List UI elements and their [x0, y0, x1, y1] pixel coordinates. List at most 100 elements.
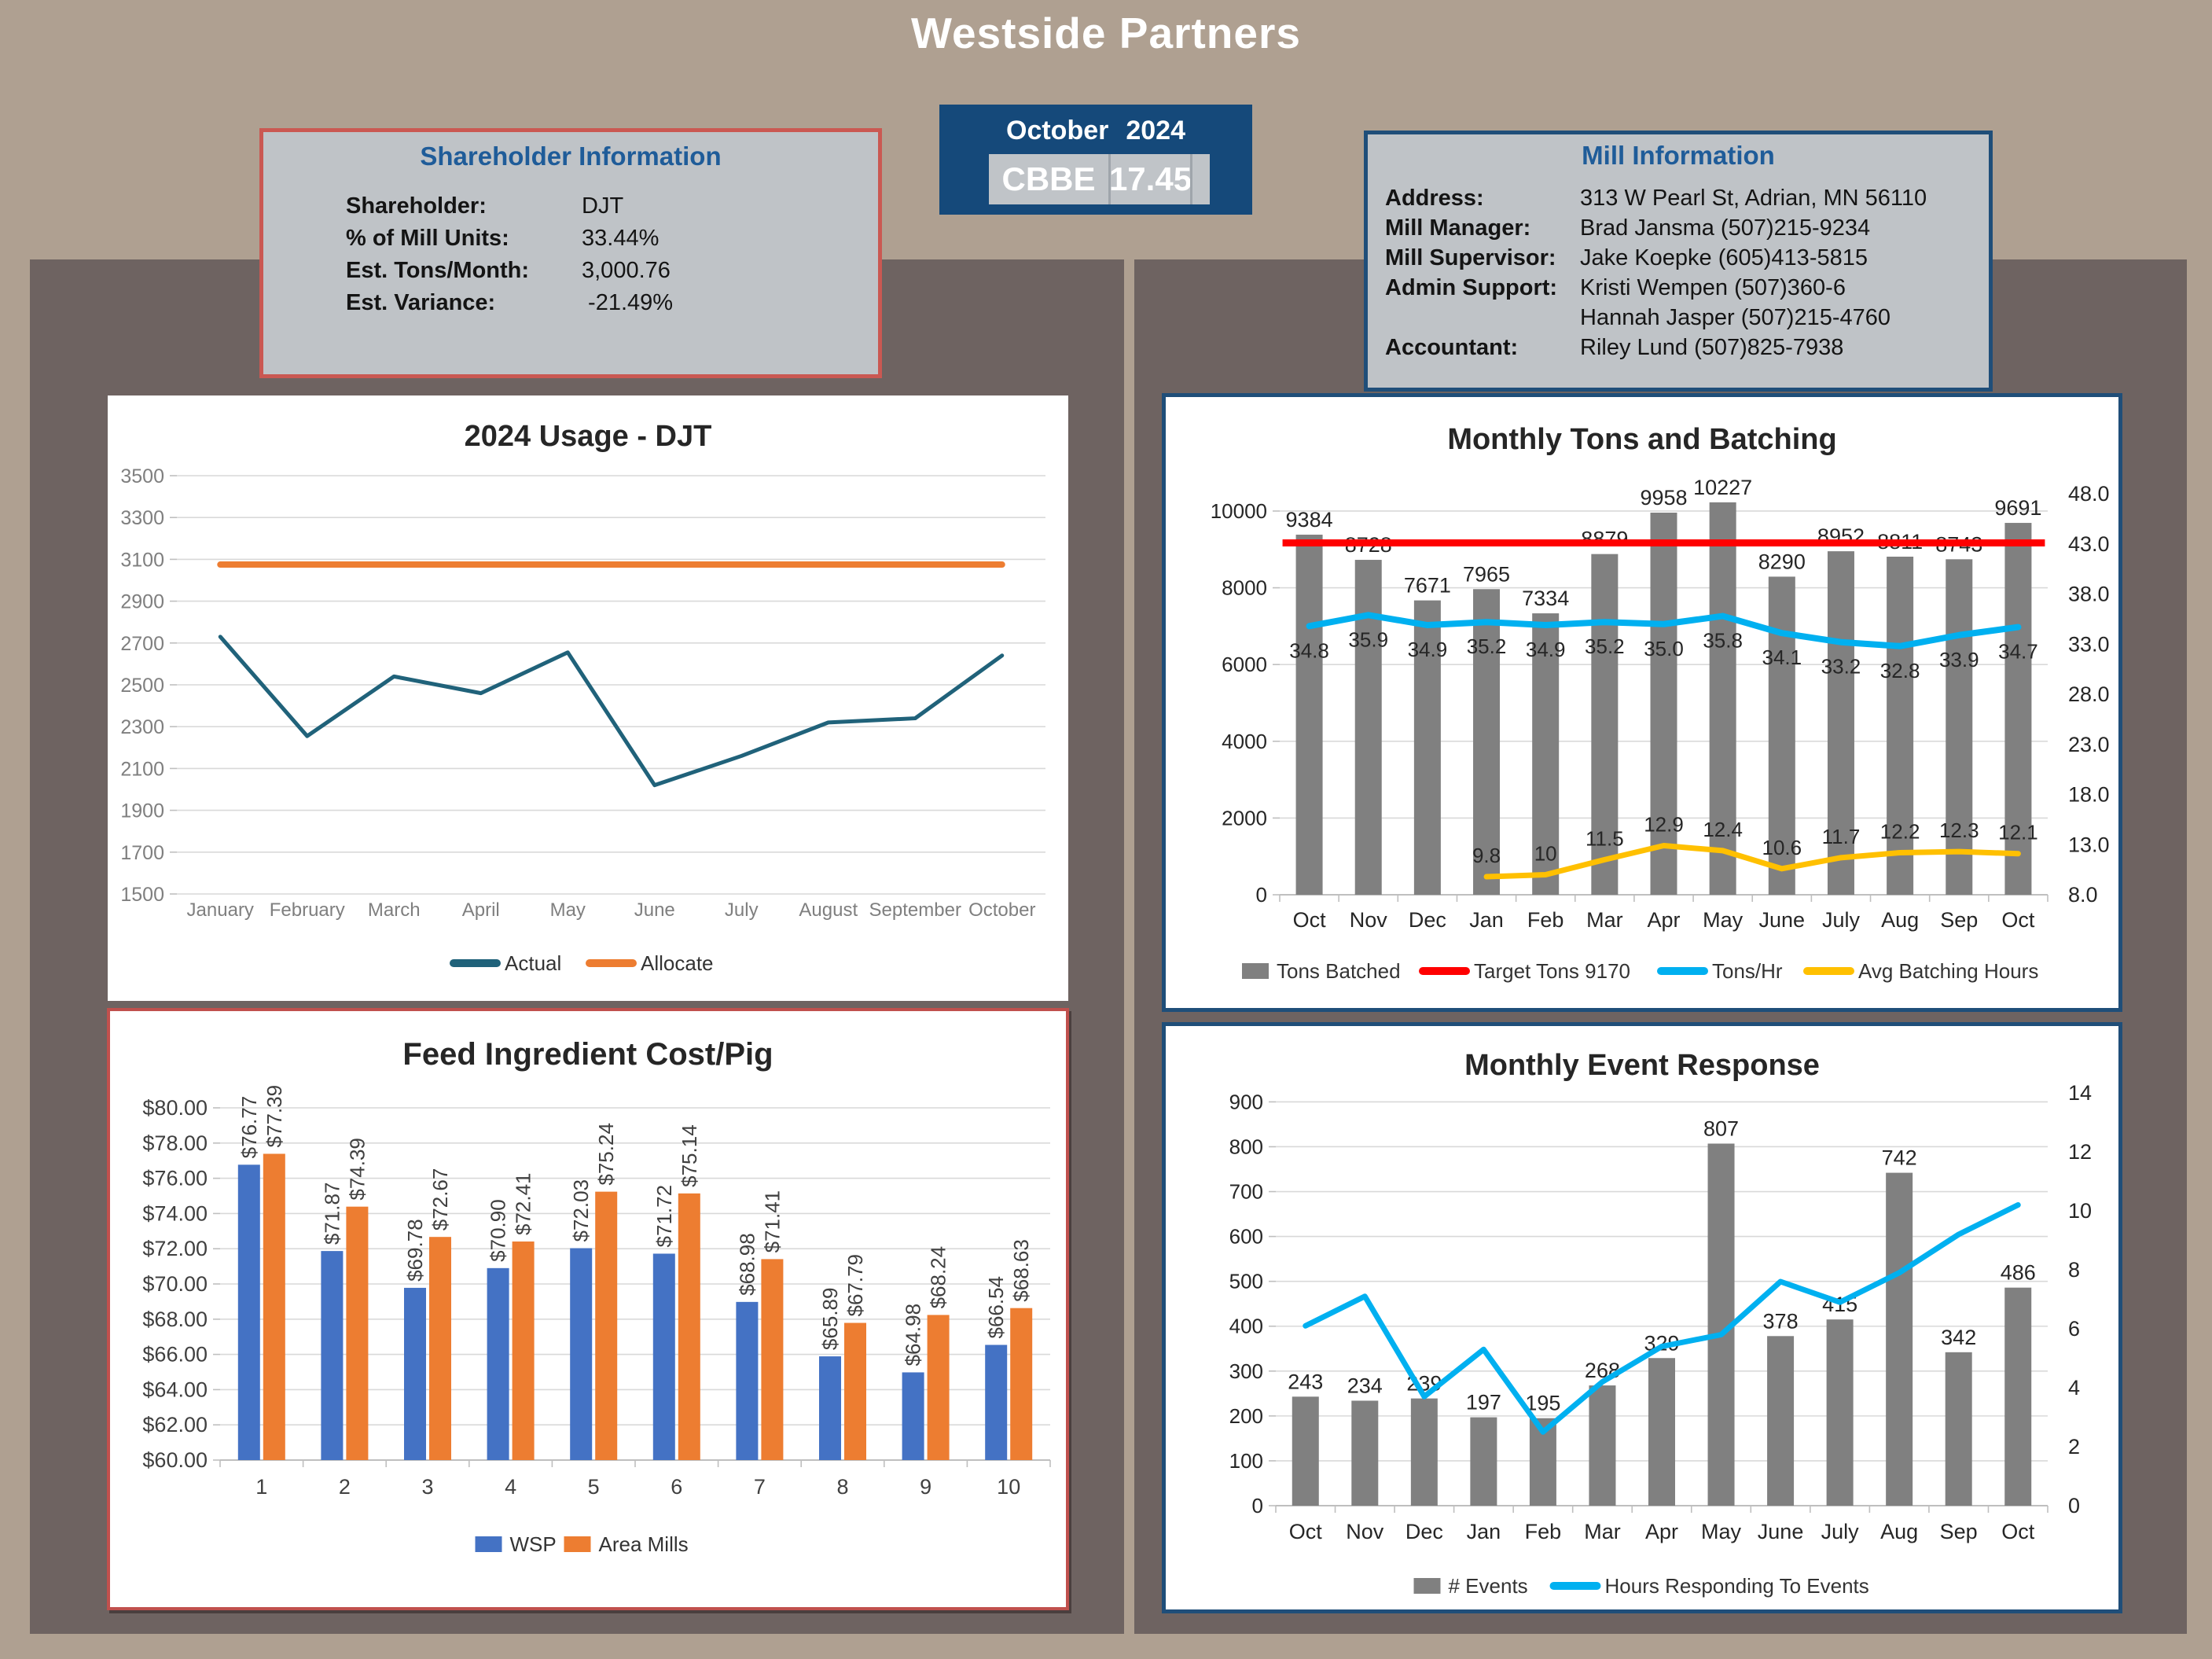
svg-text:5: 5 [588, 1475, 600, 1499]
svg-text:$75.24: $75.24 [594, 1123, 618, 1186]
svg-text:# Events: # Events [1449, 1574, 1528, 1598]
svg-text:11.5: 11.5 [1586, 826, 1624, 850]
svg-text:Mar: Mar [1586, 908, 1623, 932]
svg-text:10.6: 10.6 [1762, 836, 1802, 859]
period-title: October 2024 [939, 116, 1252, 146]
svg-text:7671: 7671 [1404, 574, 1451, 598]
svg-text:Sep: Sep [1940, 1520, 1978, 1543]
usage-chart-svg: 2024 Usage - DJT 1500 1700 1900 2100 2300 2500… [120, 420, 1045, 975]
mill-info-rows: Address: 313 W Pearl St, Adrian, MN 56110… [1368, 183, 1989, 362]
svg-text:3100: 3100 [120, 549, 164, 571]
svg-text:$60.00: $60.00 [142, 1448, 208, 1472]
svg-text:$68.00: $68.00 [142, 1308, 208, 1331]
shareholder-info-title: Shareholder Information [420, 142, 722, 171]
svg-text:Tons/Hr: Tons/Hr [1712, 959, 1783, 983]
svg-text:1500: 1500 [120, 884, 164, 906]
svg-text:$68.63: $68.63 [1009, 1239, 1033, 1302]
svg-text:35.9: 35.9 [1348, 627, 1388, 651]
svg-text:1700: 1700 [120, 842, 164, 864]
mill-info-title: Mill Information [1582, 141, 1775, 170]
svg-text:2700: 2700 [120, 633, 164, 655]
svg-text:1900: 1900 [120, 800, 164, 822]
svg-text:34.1: 34.1 [1762, 646, 1802, 669]
tons-batching-chart-card: Monthly Tons and Batching 0 2000 4000 6000 80… [1162, 393, 2122, 1012]
svg-text:34.9: 34.9 [1526, 638, 1566, 661]
mill-row: Admin Support: Kristi Wempen (507)360-6 [1385, 273, 1989, 303]
svg-text:June: June [1758, 1520, 1804, 1543]
svg-text:January: January [187, 899, 254, 921]
row-value: -21.49% [582, 290, 674, 315]
svg-text:300: 300 [1229, 1359, 1263, 1383]
svg-text:September: September [869, 899, 961, 921]
svg-text:$68.98: $68.98 [735, 1233, 759, 1296]
svg-text:6: 6 [2068, 1317, 2080, 1341]
svg-text:Dec: Dec [1409, 908, 1446, 932]
svg-text:8: 8 [2068, 1258, 2080, 1282]
svg-text:October: October [968, 899, 1035, 921]
svg-text:28.0: 28.0 [2068, 682, 2110, 706]
svg-text:12.9: 12.9 [1644, 813, 1684, 837]
svg-text:7334: 7334 [1522, 587, 1569, 610]
svg-text:$72.41: $72.41 [512, 1172, 535, 1235]
row-label: Est. Variance: [346, 290, 496, 315]
row-value: 313 W Pearl St, Adrian, MN 56110 [1580, 186, 1927, 211]
row-value: DJT [582, 193, 624, 219]
svg-text:$76.77: $76.77 [237, 1096, 261, 1159]
svg-text:48.0: 48.0 [2068, 482, 2110, 506]
svg-text:8879: 8879 [1581, 528, 1628, 551]
svg-text:Apr: Apr [1647, 908, 1680, 932]
svg-text:July: July [725, 899, 759, 921]
svg-text:12.3: 12.3 [1939, 818, 1979, 842]
svg-text:$74.00: $74.00 [142, 1201, 208, 1225]
svg-text:1: 1 [255, 1475, 267, 1499]
svg-text:23.0: 23.0 [2068, 733, 2110, 756]
svg-text:$62.00: $62.00 [142, 1413, 208, 1436]
svg-text:4: 4 [505, 1475, 516, 1499]
svg-text:Oct: Oct [1293, 908, 1327, 932]
svg-text:2: 2 [339, 1475, 351, 1499]
period-blank-cell [1190, 154, 1210, 204]
svg-text:Avg Batching Hours: Avg Batching Hours [1858, 959, 2038, 983]
svg-text:Sep: Sep [1940, 908, 1978, 932]
period-year: 2024 [1126, 116, 1185, 145]
svg-text:2300: 2300 [120, 716, 164, 738]
svg-text:0: 0 [1256, 883, 1267, 907]
svg-text:WSP: WSP [510, 1532, 557, 1556]
svg-text:807: 807 [1703, 1116, 1739, 1140]
svg-text:10: 10 [2068, 1199, 2092, 1223]
svg-text:10: 10 [997, 1475, 1020, 1499]
svg-text:$66.00: $66.00 [142, 1343, 208, 1367]
svg-text:Dec: Dec [1405, 1520, 1443, 1543]
svg-text:742: 742 [1882, 1146, 1917, 1170]
shareholder-info-card: Shareholder Information Shareholder: DJT … [259, 128, 882, 378]
mill-row: Accountant: Riley Lund (507)825-7938 [1385, 333, 1989, 362]
svg-text:$74.39: $74.39 [345, 1138, 369, 1201]
svg-text:243: 243 [1288, 1370, 1323, 1393]
row-label: Admin Support: [1385, 275, 1558, 300]
svg-text:35.0: 35.0 [1644, 637, 1684, 660]
svg-text:342: 342 [1941, 1326, 1976, 1349]
svg-text:$64.00: $64.00 [142, 1378, 208, 1401]
svg-text:33.2: 33.2 [1821, 655, 1861, 679]
svg-text:Mar: Mar [1584, 1520, 1621, 1543]
mill-row: Address: 313 W Pearl St, Adrian, MN 56110 [1385, 183, 1989, 213]
row-value: Hannah Jasper (507)215-4760 [1580, 305, 1890, 330]
svg-text:Nov: Nov [1350, 908, 1388, 932]
period-code-cell: CBBE [989, 154, 1108, 204]
row-label [1385, 303, 1580, 333]
svg-text:14: 14 [2068, 1081, 2092, 1105]
svg-text:Area Mills: Area Mills [599, 1532, 689, 1556]
svg-text:April: April [462, 899, 500, 921]
shareholder-row: % of Mill Units: 33.44% [346, 223, 878, 255]
svg-text:35.2: 35.2 [1467, 635, 1507, 658]
period-value-cell: 17.45 [1108, 154, 1192, 204]
svg-text:12: 12 [2068, 1140, 2092, 1164]
svg-text:2900: 2900 [120, 591, 164, 613]
svg-text:$80.00: $80.00 [142, 1096, 208, 1120]
svg-text:Tons Batched: Tons Batched [1277, 959, 1401, 983]
svg-text:6: 6 [671, 1475, 682, 1499]
feed-cost-chart-svg: Feed Ingredient Cost/Pig $60.00 $62.00 $64.… [142, 1037, 1051, 1556]
svg-text:Apr: Apr [1645, 1520, 1678, 1543]
svg-text:2000: 2000 [1222, 806, 1267, 830]
svg-text:$72.00: $72.00 [142, 1237, 208, 1260]
